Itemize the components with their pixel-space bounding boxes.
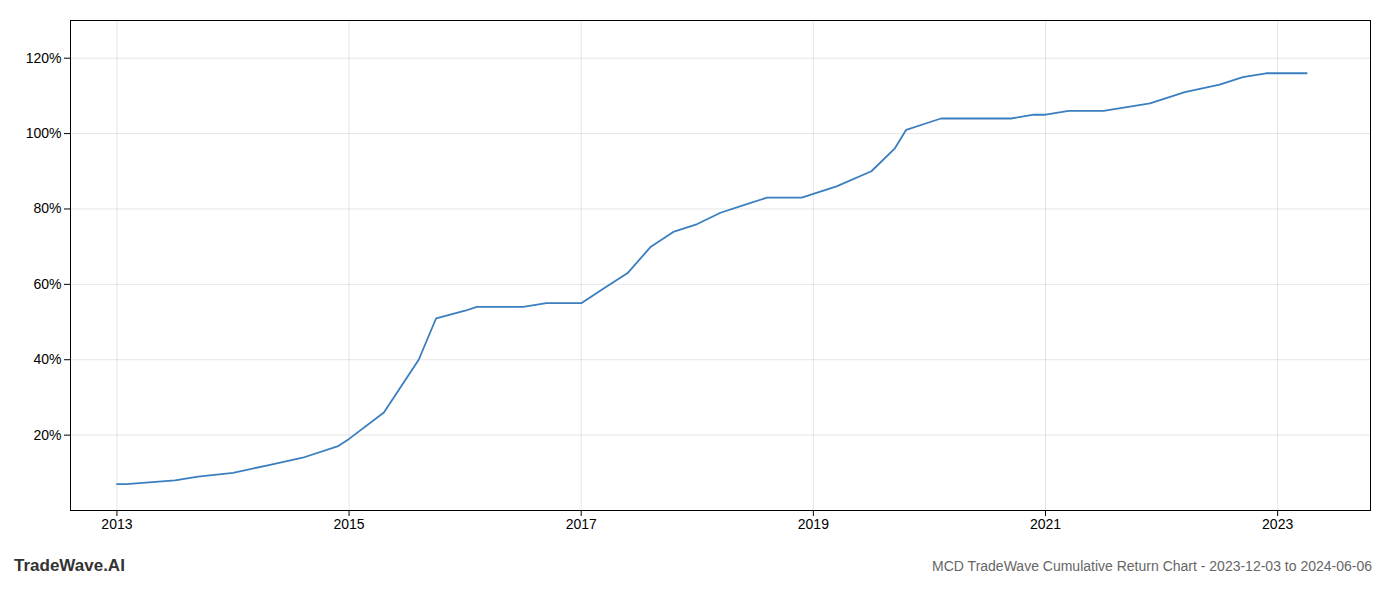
svg-text:60%: 60% bbox=[33, 276, 61, 292]
svg-text:2017: 2017 bbox=[566, 516, 597, 532]
svg-text:80%: 80% bbox=[33, 200, 61, 216]
svg-text:120%: 120% bbox=[26, 50, 62, 66]
svg-text:2021: 2021 bbox=[1030, 516, 1061, 532]
svg-text:40%: 40% bbox=[33, 351, 61, 367]
html-text:TradeWave.AI: TradeWave.AI bbox=[14, 556, 125, 575]
html-text:MCD TradeWave Cumulative Retur: MCD TradeWave Cumulative Return Chart - … bbox=[932, 558, 1372, 574]
svg-text:2013: 2013 bbox=[101, 516, 132, 532]
svg-text:20%: 20% bbox=[33, 427, 61, 443]
svg-text:100%: 100% bbox=[26, 125, 62, 141]
svg-text:2023: 2023 bbox=[1262, 516, 1293, 532]
svg-text:2015: 2015 bbox=[333, 516, 364, 532]
svg-text:2019: 2019 bbox=[798, 516, 829, 532]
